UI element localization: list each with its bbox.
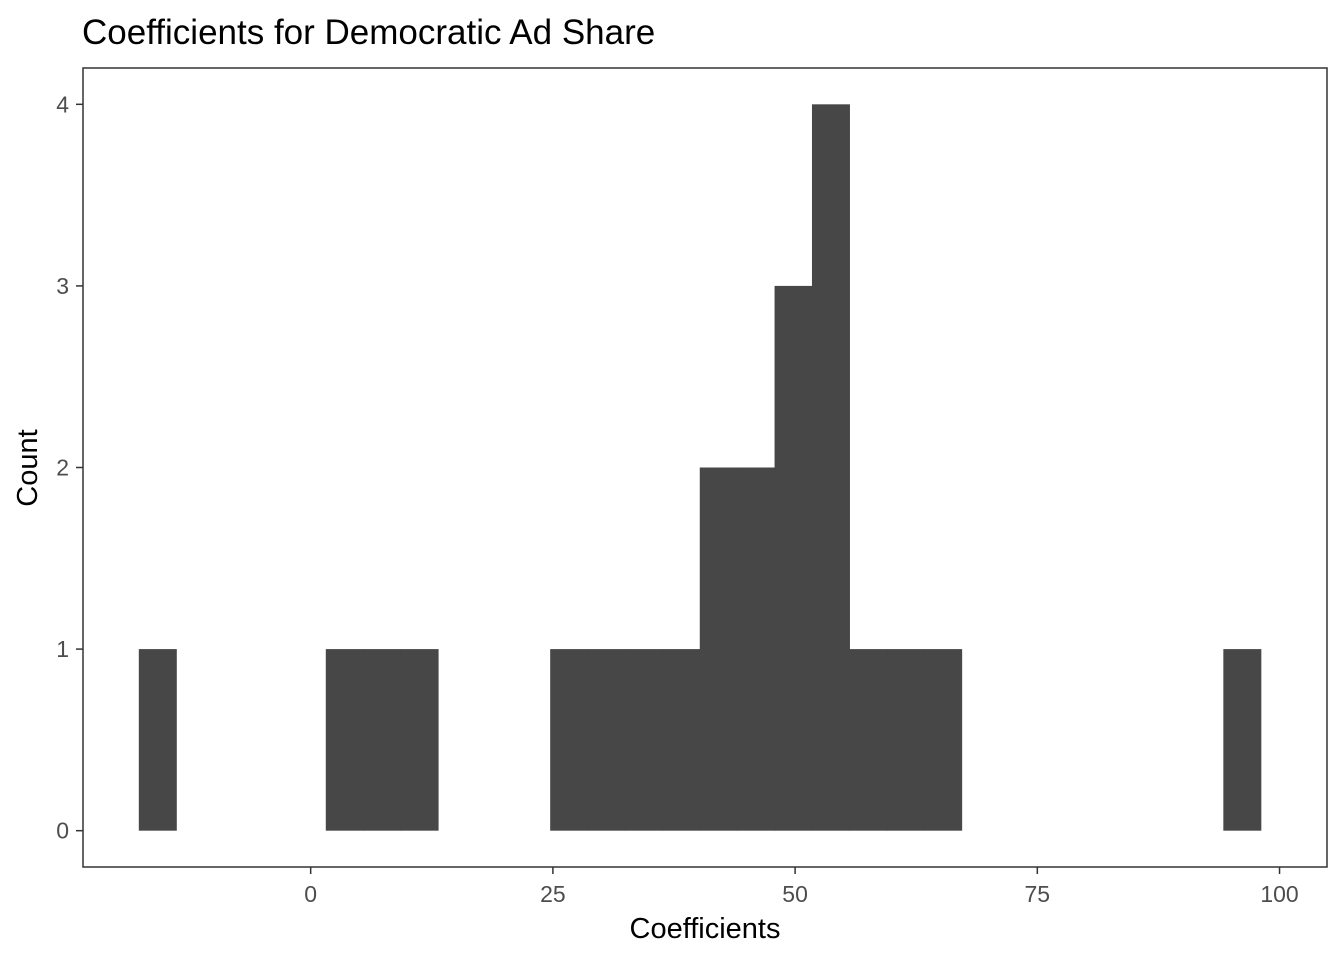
y-axis: 0 1 2 3 4: [56, 91, 83, 844]
x-tick-label-0: 0: [304, 881, 317, 907]
y-tick-label-0: 0: [56, 818, 69, 844]
histogram-bar-1: [325, 649, 364, 831]
y-tick-label-4: 4: [56, 91, 69, 117]
histogram-bar-8: [699, 467, 738, 831]
x-tick-label-25: 25: [540, 881, 566, 907]
histogram-bar-9: [737, 467, 776, 831]
histogram-bar-12: [849, 649, 888, 831]
y-tick-label-1: 1: [56, 636, 69, 662]
histogram-bar-10: [774, 285, 813, 831]
histogram-bar-13: [886, 649, 925, 831]
bars-group: [138, 104, 1262, 831]
histogram-bar-14: [924, 649, 963, 831]
histogram-bar-15: [1223, 649, 1262, 831]
histogram-bar-0: [138, 649, 177, 831]
x-tick-label-100: 100: [1260, 881, 1298, 907]
histogram-bar-4: [550, 649, 589, 831]
histogram-bar-6: [624, 649, 663, 831]
y-axis-title: Count: [12, 429, 44, 506]
x-axis: 0 25 50 75 100: [304, 867, 1299, 907]
histogram-bar-11: [811, 104, 850, 831]
y-tick-label-2: 2: [56, 455, 69, 481]
histogram-bar-2: [363, 649, 402, 831]
histogram-bar-3: [400, 649, 439, 831]
y-tick-label-3: 3: [56, 273, 69, 299]
histogram-bar-7: [662, 649, 701, 831]
x-axis-title: Coefficients: [630, 913, 781, 945]
x-tick-label-75: 75: [1025, 881, 1051, 907]
histogram-bar-5: [587, 649, 626, 831]
x-tick-label-50: 50: [782, 881, 808, 907]
chart-title: Coefficients for Democratic Ad Share: [82, 13, 655, 52]
